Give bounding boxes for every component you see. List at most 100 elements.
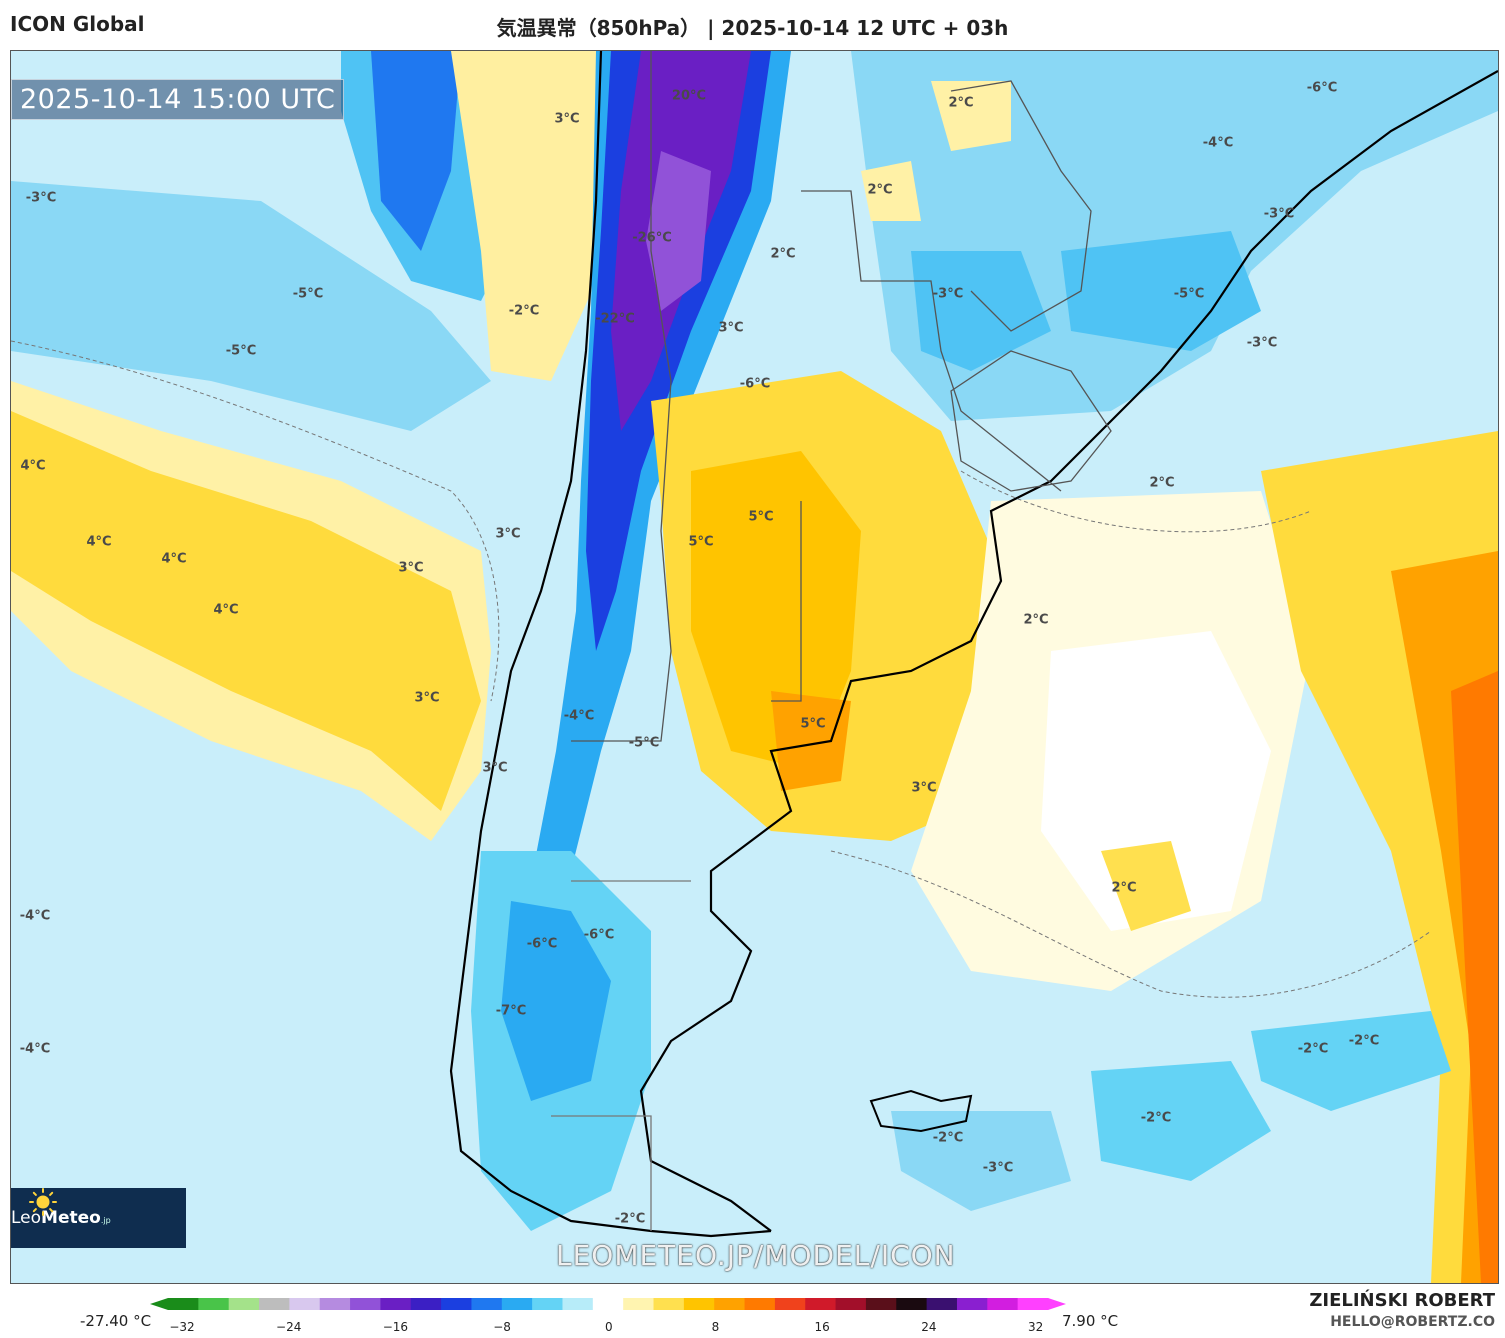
contour-label: 3°C: [414, 690, 440, 706]
contour-label: -4°C: [19, 908, 51, 924]
contour-label: 3°C: [911, 780, 937, 796]
contour-label: 4°C: [213, 602, 239, 618]
colorbar: [150, 1298, 1066, 1310]
contour-label: -3°C: [25, 190, 57, 206]
contour-label: 3°C: [718, 320, 744, 336]
contour-label: 2°C: [1111, 880, 1137, 896]
colorbar-swatch: [653, 1298, 685, 1310]
contour-label: 5°C: [800, 716, 826, 732]
contour-label: -2°C: [1297, 1041, 1329, 1057]
leometeo-logo[interactable]: LeoMeteo.jp: [11, 1188, 186, 1248]
valid-time-badge: 2025-10-14 15:00 UTC: [11, 79, 345, 120]
contour-label: -6°C: [583, 927, 615, 943]
colorbar-swatch: [805, 1298, 837, 1310]
author-credit: ZIELIŃSKI ROBERT: [1309, 1290, 1495, 1311]
contour-label: -2°C: [1348, 1033, 1380, 1049]
contour-label: -2°C: [932, 1130, 964, 1146]
contour-label: 3°C: [554, 111, 580, 127]
colorbar-swatch: [380, 1298, 412, 1310]
contour-label: -5°C: [1173, 286, 1205, 302]
header: ICON Global 気温異常（850hPa） | 2025-10-14 12…: [0, 0, 1505, 50]
colorbar-swatch: [168, 1298, 199, 1310]
contour-label: 4°C: [20, 458, 46, 474]
colorbar-swatch: [987, 1298, 1019, 1310]
colorbar-tick-label: 24: [921, 1320, 937, 1334]
colorbar-swatch: [683, 1298, 715, 1310]
map-title: 気温異常（850hPa） | 2025-10-14 12 UTC + 03h: [496, 16, 1009, 40]
contour-label: -5°C: [292, 286, 324, 302]
contour-label: 4°C: [86, 534, 112, 550]
colorbar-swatch: [319, 1298, 351, 1310]
colorbar-swatch: [289, 1298, 321, 1310]
contour-label: -4°C: [19, 1041, 51, 1057]
colorbar-swatch: [956, 1298, 988, 1310]
contour-label: -3°C: [1263, 206, 1295, 222]
colorbar-tick-label: −8: [493, 1320, 511, 1334]
colorbar-min-label: -27.40 °C: [80, 1312, 152, 1330]
contour-label: -5°C: [628, 735, 660, 751]
colorbar-max-label: 7.90 °C: [1062, 1312, 1119, 1330]
colorbar-swatch: [471, 1298, 503, 1310]
colorbar-swatch: [441, 1298, 472, 1310]
colorbar-swatch: [744, 1298, 776, 1310]
colorbar-swatch: [228, 1298, 260, 1310]
colorbar-swatch: [532, 1298, 563, 1310]
contour-label: -6°C: [739, 376, 771, 392]
contour-label: -26°C: [632, 230, 672, 246]
colorbar-tick-label: 16: [814, 1320, 830, 1334]
colorbar-tick-label: −16: [382, 1320, 409, 1334]
colorbar-swatch: [259, 1298, 290, 1310]
contour-label: 2°C: [948, 95, 974, 111]
colorbar-tick-label: −24: [276, 1320, 302, 1334]
contour-label: -7°C: [495, 1003, 527, 1019]
site-watermark: LEOMETEO.JP/MODEL/ICON: [556, 1239, 956, 1272]
colorbar-tick-label: 32: [1027, 1320, 1044, 1334]
contour-label: 3°C: [398, 560, 424, 576]
contour-label: -6°C: [526, 936, 558, 952]
model-name: ICON Global: [10, 12, 145, 36]
anomaly-field: [11, 51, 1498, 1283]
contour-label: -3°C: [1246, 335, 1278, 351]
contour-label: -22°C: [595, 311, 635, 327]
colorbar-swatch: [774, 1298, 806, 1310]
contour-label: 2°C: [770, 246, 796, 262]
colorbar-swatch: [1017, 1298, 1049, 1310]
colorbar-swatch: [410, 1298, 442, 1310]
contour-label: 3°C: [495, 526, 521, 542]
contour-label: 5°C: [748, 509, 774, 525]
colorbar-swatch: [562, 1298, 594, 1310]
colorbar-swatch: [350, 1298, 381, 1310]
contour-label: 3°C: [482, 760, 508, 776]
colorbar-swatch: [896, 1298, 928, 1310]
colorbar-legend: -27.40 °C 7.90 °C −32 −24 −16 −8 0 8 16 24 32 ZI…: [0, 1290, 1505, 1338]
author-email[interactable]: HELLO@ROBERTZ.CO: [1330, 1314, 1495, 1330]
contour-label: -6°C: [1306, 80, 1338, 96]
contour-label: 4°C: [161, 551, 187, 567]
contour-label: -2°C: [508, 303, 540, 319]
contour-label: 2°C: [867, 182, 893, 198]
colorbar-swatch: [623, 1298, 655, 1310]
colorbar-tick-label: −32: [169, 1320, 195, 1334]
colorbar-swatch: [926, 1298, 958, 1310]
colorbar-swatch: [835, 1298, 867, 1310]
contour-label: 20°C: [671, 88, 707, 104]
colorbar-swatch: [592, 1298, 624, 1310]
contour-label: -5°C: [225, 343, 257, 359]
contour-label: -3°C: [982, 1160, 1014, 1176]
contour-label: -2°C: [1140, 1110, 1172, 1126]
contour-label: -2°C: [614, 1211, 646, 1227]
contour-label: -4°C: [1202, 135, 1234, 151]
contour-label: 5°C: [688, 534, 714, 550]
logo-text: LeoMeteo.jp: [11, 1208, 111, 1228]
colorbar-tick-label: 0: [604, 1320, 613, 1334]
colorbar-swatch: [865, 1298, 897, 1310]
colorbar-tick-label: 8: [711, 1320, 720, 1334]
contour-label: -3°C: [932, 286, 964, 302]
colorbar-swatch: [714, 1298, 746, 1310]
sun-icon: [29, 1188, 57, 1216]
contour-label: 2°C: [1023, 612, 1049, 628]
contour-label: -4°C: [563, 708, 595, 724]
contour-label: 2°C: [1149, 475, 1175, 491]
colorbar-swatch: [198, 1298, 230, 1310]
map-panel[interactable]: 2025-10-14 15:00 UTC 3°C -3°C -5°C -5°C -2°C…: [10, 50, 1499, 1284]
